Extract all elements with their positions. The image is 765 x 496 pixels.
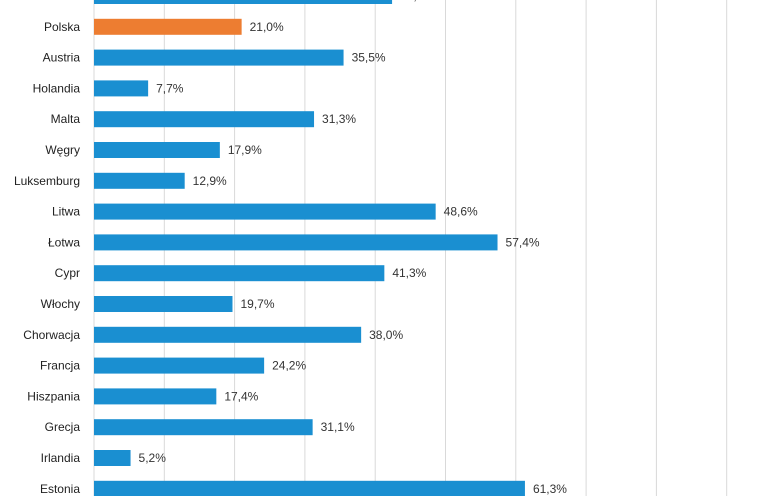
bar-grecja	[94, 419, 313, 436]
bar-polska	[94, 18, 242, 35]
value-label: 24,2%	[272, 359, 306, 373]
value-label: 17,4%	[224, 389, 258, 403]
value-label: 41,3%	[392, 266, 426, 280]
bar-francja	[94, 357, 265, 374]
value-label: 48,6%	[444, 205, 478, 219]
value-label: 5,2%	[139, 451, 167, 465]
category-label: Łotwa	[48, 235, 80, 249]
value-label: 7,7%	[156, 81, 184, 95]
value-label: 61,3%	[533, 482, 567, 496]
bars	[94, 0, 525, 496]
value-label: 21,0%	[250, 20, 284, 34]
category-label: Francja	[40, 359, 80, 373]
value-label: 42,4%	[400, 0, 434, 3]
category-label: Irlandia	[41, 451, 81, 465]
bar-luksemburg	[94, 172, 185, 189]
value-label: 17,9%	[228, 143, 262, 157]
bar-hiszpania	[94, 388, 217, 405]
value-label: 31,3%	[322, 112, 356, 126]
category-label: Litwa	[52, 205, 80, 219]
value-label: 35,5%	[352, 51, 386, 65]
bar-holandia	[94, 80, 149, 97]
category-label: Hiszpania	[27, 389, 80, 403]
value-label: 19,7%	[240, 297, 274, 311]
value-label: 57,4%	[506, 235, 540, 249]
bar-węgry	[94, 142, 220, 158]
bar-litwa	[94, 203, 436, 220]
bar-łotwa	[94, 234, 498, 251]
category-label: Austria	[43, 51, 81, 65]
category-label: Malta	[51, 112, 81, 126]
bar-włochy	[94, 296, 233, 312]
value-label: 31,1%	[321, 420, 355, 434]
category-label: Estonia	[40, 482, 80, 496]
bar-estonia	[94, 480, 525, 496]
bar-irlandia	[94, 450, 131, 466]
category-label: Luksemburg	[14, 174, 80, 188]
bar-austria	[94, 49, 344, 66]
category-label: Węgry	[45, 143, 80, 157]
bar	[94, 0, 393, 4]
value-labels: 42,4% 21,0% 35,5% 7,7% 31,3% 17,9% 12,9% 48,6% 5…	[139, 0, 568, 496]
bar-cypr	[94, 265, 385, 282]
bar-chorwacja	[94, 326, 362, 343]
category-labels: Polska Austria Holandia Malta Węgry Luksembur…	[14, 20, 80, 496]
category-label: Grecja	[45, 420, 81, 434]
value-label: 12,9%	[193, 174, 227, 188]
category-label: Polska	[44, 20, 80, 34]
bar-malta	[94, 111, 315, 128]
category-label: Cypr	[55, 266, 80, 280]
category-label: Holandia	[33, 81, 81, 95]
category-label: Chorwacja	[23, 328, 80, 342]
value-label: 38,0%	[369, 328, 403, 342]
category-label: Włochy	[41, 297, 80, 311]
